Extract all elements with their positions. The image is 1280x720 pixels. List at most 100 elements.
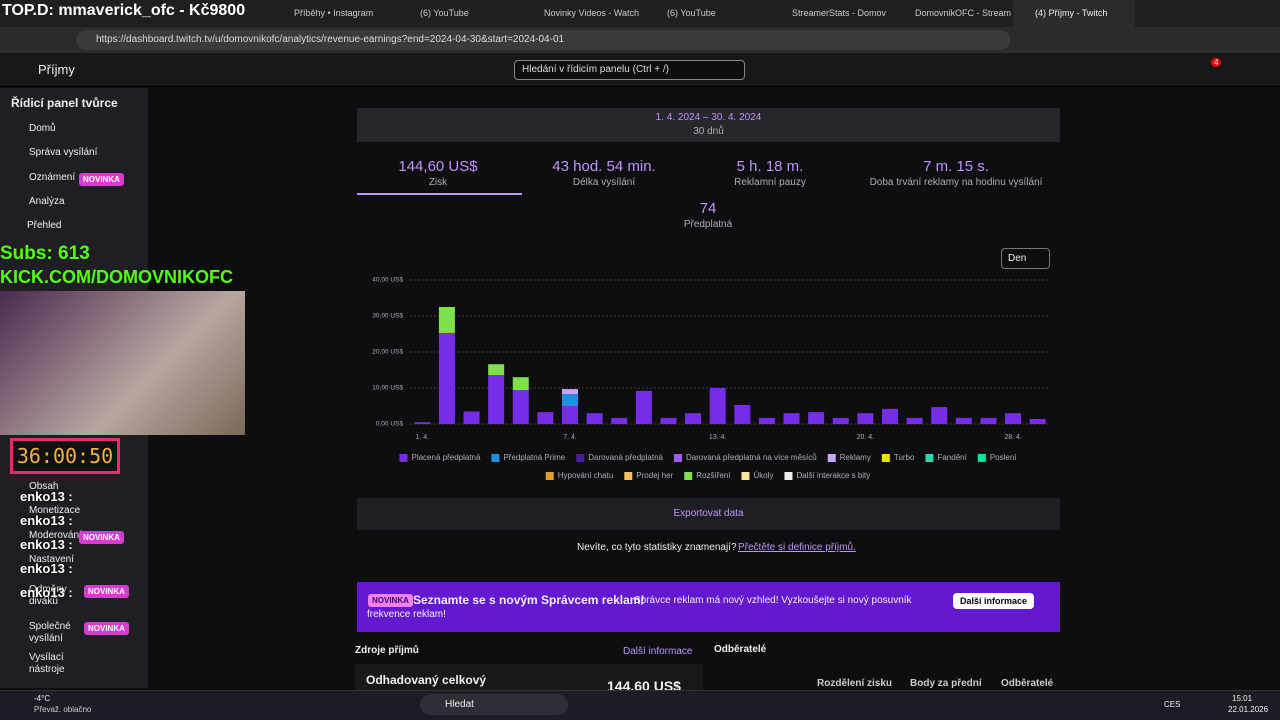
tab[interactable]: Novinky Videos - Watch <box>544 8 640 18</box>
taskbar-search[interactable]: Hledat <box>420 694 568 715</box>
y-tick-label: 30,00 US$ <box>372 313 403 320</box>
stat-value: 144,60 US$ <box>398 158 478 175</box>
y-tick-label: 40,00 US$ <box>372 277 403 284</box>
tab[interactable]: (6) YouTube <box>667 8 716 18</box>
legend-item: Placená předplatná <box>399 453 481 462</box>
weather: Převaž. oblačno <box>34 705 92 714</box>
stat-label: Předplatná <box>683 219 733 230</box>
bar-segment <box>488 375 505 424</box>
legend-swatch <box>399 454 408 462</box>
legend-swatch <box>624 472 633 480</box>
y-tick-label: 20,00 US$ <box>372 349 403 356</box>
tab[interactable]: StreamerStats - Domov <box>792 8 887 18</box>
tab[interactable]: (4) Příjmy - Twitch <box>1013 0 1135 27</box>
sidebar-item[interactable]: Analýza <box>29 196 65 207</box>
bar-segment <box>562 406 578 424</box>
bar-segment <box>857 413 874 424</box>
sidebar-item[interactable]: Domů <box>29 123 56 134</box>
date-days: 30 dnů <box>693 126 724 137</box>
chat-line: enko13 : <box>20 513 73 528</box>
tab[interactable]: (6) YouTube <box>420 8 469 18</box>
new-tag: NOVINKA <box>84 585 129 598</box>
banner-text: Správce reklam má nový vzhled! Vyzkoušej… <box>367 595 912 620</box>
banner-button[interactable]: Další informace <box>953 593 1035 609</box>
sidebar-item[interactable]: Odměny diváků <box>29 584 67 607</box>
bar-segment <box>758 417 775 424</box>
column-header: Body za přední <box>910 678 982 689</box>
legend-label: Další interakce s bity <box>796 471 870 480</box>
legend-label: Hypování chatu <box>558 471 614 480</box>
sources-more[interactable]: Další informace <box>623 646 693 657</box>
banner-tag: NOVINKA <box>368 594 413 607</box>
bar-segment <box>783 413 800 424</box>
sidebar-item[interactable]: Moderování <box>29 530 82 541</box>
date-picker[interactable] <box>357 108 1060 142</box>
new-tag: NOVINKA <box>84 622 129 635</box>
bar-segment <box>414 422 431 424</box>
taskbar <box>0 690 1280 720</box>
sidebar-item[interactable]: Nastavení <box>29 554 75 565</box>
bar-segment <box>832 417 849 424</box>
sidebar-item[interactable]: Oznámení <box>29 172 76 183</box>
chat-line: enko13 : <box>20 585 73 600</box>
sidebar-item[interactable]: Obsah <box>29 481 59 492</box>
stat-label: Zisk <box>428 177 448 188</box>
x-tick-label: 13. 4. <box>709 434 727 441</box>
bar-segment <box>488 364 505 376</box>
column-header: Rozdělení zisku <box>817 678 893 689</box>
legend-label: Placená předplatná <box>411 453 480 462</box>
bar-segment <box>512 377 529 391</box>
y-tick-label: 0,00 US$ <box>376 421 403 428</box>
sidebar-item[interactable]: Vysílací nástroje <box>29 652 65 675</box>
page-title: Příjmy <box>38 62 75 77</box>
legend-swatch <box>673 454 682 462</box>
legend-item: Darovaná předplatná <box>576 453 664 462</box>
chat-line: enko13 : <box>20 561 73 576</box>
tab[interactable]: DomovnikOFC - Stream <box>915 8 1012 18</box>
legend-swatch <box>545 472 554 480</box>
stat-value: 74 <box>699 200 717 217</box>
stat-value: 43 hod. 54 min. <box>552 158 656 175</box>
stat-label: Reklamní pauzy <box>734 177 806 188</box>
lang: CES <box>1164 700 1181 709</box>
legend-label: Rozšíření <box>696 471 731 480</box>
help-link[interactable]: Přečtěte si definice příjmů. <box>738 542 856 553</box>
bar-segment <box>685 413 702 424</box>
granularity[interactable]: Den <box>1001 248 1050 269</box>
stat-label: Doba trvání reklamy na hodinu vysílání <box>869 177 1043 188</box>
legend-item: Fandění <box>925 453 968 462</box>
bar-segment <box>931 407 948 424</box>
legend-swatch <box>827 454 836 462</box>
legend-swatch <box>491 454 500 462</box>
tab[interactable]: Příběhy • Instagram <box>294 8 374 18</box>
legend-label: Úkoly <box>753 471 773 480</box>
bottom-card <box>355 664 703 694</box>
sidebar-item[interactable]: Správa vysílání <box>29 147 98 158</box>
export[interactable]: Exportovat data <box>357 498 1060 530</box>
stat-value: 5 h. 18 m. <box>736 158 804 175</box>
url-field[interactable]: https://dashboard.twitch.tv/u/domovnikof… <box>76 30 1010 50</box>
bar-segment <box>611 417 628 424</box>
bar-segment <box>1005 413 1022 424</box>
webcam <box>0 291 245 435</box>
legend-swatch <box>784 472 793 480</box>
sidebar-item[interactable]: Přehled <box>27 220 62 231</box>
legend-swatch <box>576 454 585 462</box>
overlay-kick: KICK.COM/DOMOVNIKOFC <box>0 267 233 287</box>
sidebar-item[interactable]: Společné vysílání <box>29 621 71 644</box>
bar-segment <box>537 412 554 424</box>
sidebar-item[interactable]: Monetizace <box>29 505 81 516</box>
bar-segment <box>463 411 480 424</box>
legend-label: Předplatná Prime <box>503 453 565 462</box>
bar-segment <box>882 408 898 424</box>
search[interactable]: Hledání v řídicím panelu (Ctrl + /) <box>514 60 745 80</box>
x-tick-label: 28. 4. <box>1004 434 1022 441</box>
legend-item: Prodej her <box>624 471 674 480</box>
help-question: Nevíte, co tyto statistiky znamenají? <box>577 542 737 553</box>
overlay-top: TOP.D: mmaverick_ofc - Kč9800 <box>2 2 246 20</box>
legend-label: Poslení <box>990 453 1017 462</box>
bar-segment <box>980 417 997 424</box>
stat-underline <box>357 193 522 195</box>
stat-label: Délka vysílání <box>572 177 636 188</box>
